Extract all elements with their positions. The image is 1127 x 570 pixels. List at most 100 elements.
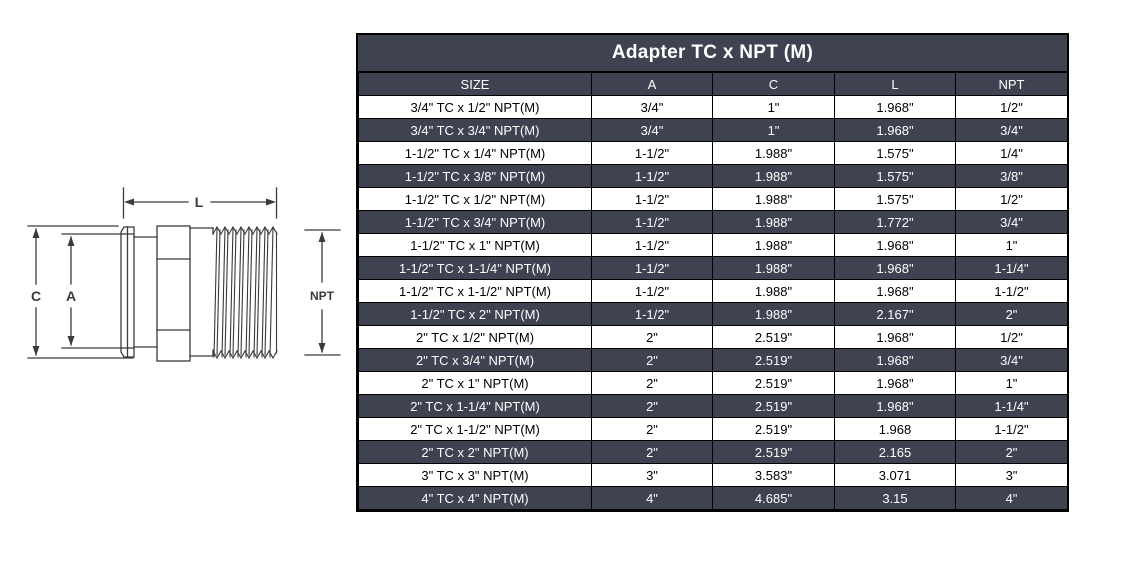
table-cell: 4" bbox=[955, 486, 1068, 510]
table-cell: 1/4" bbox=[955, 141, 1068, 165]
spec-sheet: Adapter TC x NPT (M) SIZE A C L NPT 3/4"… bbox=[356, 33, 1069, 512]
table-cell: 2" TC x 2" NPT(M) bbox=[358, 440, 592, 464]
table-cell: 2" bbox=[955, 440, 1068, 464]
table-cell: 1/2" bbox=[955, 95, 1068, 119]
arrow-up-icon bbox=[318, 232, 326, 242]
table-cell: 1/2" bbox=[955, 325, 1068, 349]
table-cell: 1-1/2" bbox=[591, 141, 713, 165]
table-cell: 1.575" bbox=[834, 187, 956, 211]
table-cell: 1.772" bbox=[834, 210, 956, 234]
table-cell: 1.575" bbox=[834, 141, 956, 165]
table-cell: 1-1/2" TC x 3/8" NPT(M) bbox=[358, 164, 592, 188]
table-cell: 1.968" bbox=[834, 233, 956, 257]
table-cell: 1-1/2" bbox=[955, 279, 1068, 303]
arrow-down-icon bbox=[32, 346, 40, 356]
table-cell: 1.988" bbox=[712, 256, 835, 280]
table-cell: 2" bbox=[591, 371, 713, 395]
table-cell: 1.968" bbox=[834, 394, 956, 418]
table-cell: 1.968" bbox=[834, 256, 956, 280]
table-cell: 4" bbox=[591, 486, 713, 510]
table-cell: 1/2" bbox=[955, 187, 1068, 211]
table-cell: 2" TC x 1/2" NPT(M) bbox=[358, 325, 592, 349]
table-cell: 2" TC x 3/4" NPT(M) bbox=[358, 348, 592, 372]
table-cell: 1-1/2" bbox=[591, 233, 713, 257]
table-row: 1-1/2" TC x 3/8" NPT(M) 1-1/2" 1.988" 1.575… bbox=[358, 164, 1068, 188]
npt-threads-shape bbox=[212, 225, 278, 360]
pipe-section-shape bbox=[189, 227, 214, 357]
table-cell: 1.988" bbox=[712, 279, 835, 303]
table-cell: 2" bbox=[591, 394, 713, 418]
table-row: 1-1/2" TC x 2" NPT(M) 1-1/2" 1.988" 2.167" 2… bbox=[358, 302, 1068, 326]
table-cell: 1-1/2" bbox=[591, 187, 713, 211]
arrow-up-icon bbox=[32, 228, 40, 238]
table-row: 3/4" TC x 3/4" NPT(M) 3/4" 1" 1.968" 3/4" bbox=[358, 118, 1068, 142]
table-cell: 2" bbox=[955, 302, 1068, 326]
table-row: 2" TC x 3/4" NPT(M) 2" 2.519" 1.968" 3/4" bbox=[358, 348, 1068, 372]
table-row: 1-1/2" TC x 1/2" NPT(M) 1-1/2" 1.988" 1.575… bbox=[358, 187, 1068, 211]
table-cell: 1.968" bbox=[834, 279, 956, 303]
table-row: 2" TC x 1-1/2" NPT(M) 2" 2.519" 1.968 1-1/2" bbox=[358, 417, 1068, 441]
dim-label-NPT: NPT bbox=[310, 289, 335, 303]
arrow-left-icon bbox=[124, 198, 134, 206]
table-cell: 1.968" bbox=[834, 325, 956, 349]
spec-table: SIZE A C L NPT 3/4" TC x 1/2" NPT(M) 3/4"… bbox=[358, 72, 1068, 510]
table-cell: 1-1/2" TC x 1-1/4" NPT(M) bbox=[358, 256, 592, 280]
table-cell: 3/4" bbox=[955, 118, 1068, 142]
table-cell: 3/4" bbox=[591, 118, 713, 142]
table-cell: 1-1/2" bbox=[591, 210, 713, 234]
table-cell: 3.071 bbox=[834, 463, 956, 487]
table-cell: 1" bbox=[955, 233, 1068, 257]
table-cell: 3.15 bbox=[834, 486, 956, 510]
table-row: 1-1/2" TC x 1-1/4" NPT(M) 1-1/2" 1.988" 1.9… bbox=[358, 256, 1068, 280]
arrow-down-icon bbox=[318, 343, 326, 353]
table-cell: 3/4" bbox=[955, 348, 1068, 372]
table-cell: 1.988" bbox=[712, 141, 835, 165]
column-header-c: C bbox=[712, 72, 835, 96]
adapter-diagram-svg: L C A NPT bbox=[27, 187, 341, 362]
dim-outer-diameter bbox=[27, 225, 134, 359]
column-header-l: L bbox=[834, 72, 956, 96]
tc-flange-shape bbox=[120, 226, 135, 358]
table-cell: 1-1/2" TC x 1-1/2" NPT(M) bbox=[358, 279, 592, 303]
table-cell: 2.519" bbox=[712, 394, 835, 418]
table-cell: 2.519" bbox=[712, 417, 835, 441]
arrow-down-icon bbox=[67, 336, 75, 346]
column-header-npt: NPT bbox=[955, 72, 1068, 96]
table-title: Adapter TC x NPT (M) bbox=[358, 35, 1067, 72]
table-cell: 3" TC x 3" NPT(M) bbox=[358, 463, 592, 487]
table-cell: 1-1/2" bbox=[591, 302, 713, 326]
table-row: 4" TC x 4" NPT(M) 4" 4.685" 3.15 4" bbox=[358, 486, 1068, 510]
dim-length bbox=[122, 187, 278, 219]
table-cell: 1-1/2" TC x 1/2" NPT(M) bbox=[358, 187, 592, 211]
table-cell: 1.988" bbox=[712, 210, 835, 234]
spec-table-body: 3/4" TC x 1/2" NPT(M) 3/4" 1" 1.968" 1/2" 3/4… bbox=[358, 95, 1068, 510]
column-header-a: A bbox=[591, 72, 713, 96]
table-cell: 1-1/2" TC x 1/4" NPT(M) bbox=[358, 141, 592, 165]
table-cell: 1.988" bbox=[712, 233, 835, 257]
table-cell: 2" TC x 1" NPT(M) bbox=[358, 371, 592, 395]
table-cell: 2" TC x 1-1/2" NPT(M) bbox=[358, 417, 592, 441]
dim-thread-size bbox=[304, 229, 341, 356]
table-cell: 2.519" bbox=[712, 440, 835, 464]
table-cell: 1-1/2" TC x 1" NPT(M) bbox=[358, 233, 592, 257]
table-row: 1-1/2" TC x 1-1/2" NPT(M) 1-1/2" 1.988" 1.9… bbox=[358, 279, 1068, 303]
table-row: 2" TC x 2" NPT(M) 2" 2.519" 2.165 2" bbox=[358, 440, 1068, 464]
dim-inner-diameter bbox=[61, 233, 134, 349]
table-row: 1-1/2" TC x 1/4" NPT(M) 1-1/2" 1.988" 1.575… bbox=[358, 141, 1068, 165]
table-cell: 3/4" TC x 3/4" NPT(M) bbox=[358, 118, 592, 142]
table-cell: 1.988" bbox=[712, 187, 835, 211]
dim-label-C: C bbox=[31, 288, 41, 304]
table-cell: 1-1/2" bbox=[591, 164, 713, 188]
table-cell: 2" TC x 1-1/4" NPT(M) bbox=[358, 394, 592, 418]
table-cell: 4.685" bbox=[712, 486, 835, 510]
table-cell: 3.583" bbox=[712, 463, 835, 487]
table-row: 2" TC x 1/2" NPT(M) 2" 2.519" 1.968" 1/2" bbox=[358, 325, 1068, 349]
table-cell: 1-1/2" TC x 3/4" NPT(M) bbox=[358, 210, 592, 234]
arrow-up-icon bbox=[67, 236, 75, 246]
table-cell: 2.519" bbox=[712, 371, 835, 395]
dim-label-A: A bbox=[66, 288, 76, 304]
table-cell: 1.988" bbox=[712, 302, 835, 326]
table-row: 1-1/2" TC x 3/4" NPT(M) 1-1/2" 1.988" 1.772… bbox=[358, 210, 1068, 234]
table-cell: 2" bbox=[591, 440, 713, 464]
